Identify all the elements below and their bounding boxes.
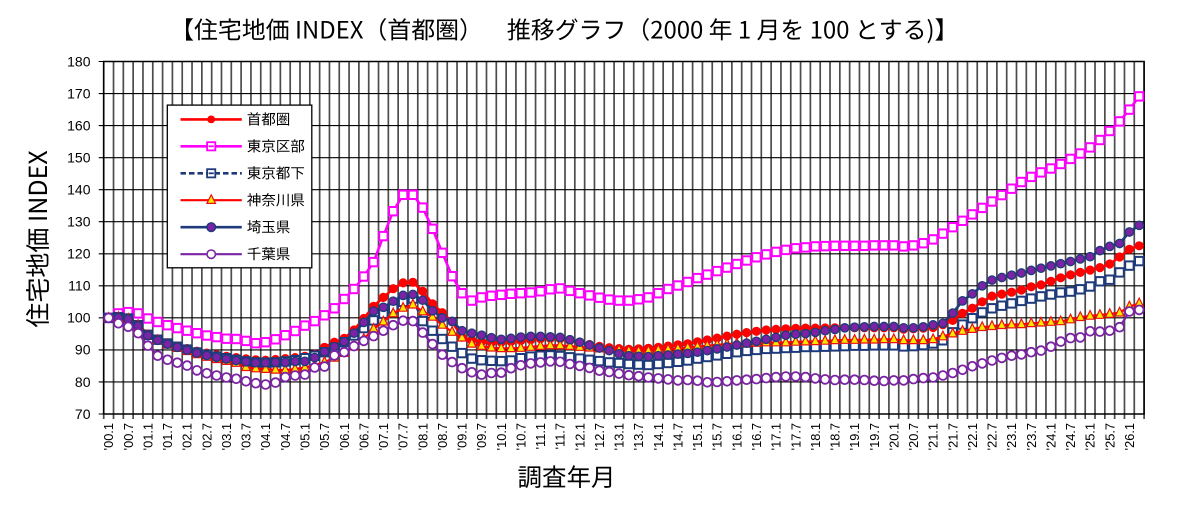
svg-text:'16.1: '16.1 [729, 423, 744, 450]
svg-text:'07.7: '07.7 [396, 423, 411, 450]
svg-text:'14.1: '14.1 [651, 423, 666, 450]
svg-text:'04.7: '04.7 [278, 423, 293, 450]
svg-text:'11.1: '11.1 [533, 423, 548, 449]
svg-text:'15.7: '15.7 [710, 423, 725, 450]
svg-text:120: 120 [67, 246, 91, 262]
svg-text:'25.7: '25.7 [1102, 423, 1117, 450]
svg-text:'12.1: '12.1 [572, 423, 587, 450]
svg-text:160: 160 [67, 117, 91, 133]
svg-text:'09.7: '09.7 [474, 423, 489, 450]
svg-text:70: 70 [75, 406, 91, 422]
svg-text:'19.1: '19.1 [847, 423, 862, 450]
svg-text:'02.1: '02.1 [180, 423, 195, 450]
svg-text:'05.7: '05.7 [317, 423, 332, 450]
svg-text:'13.1: '13.1 [612, 423, 627, 450]
svg-text:110: 110 [68, 278, 91, 294]
svg-text:'05.1: '05.1 [298, 423, 313, 450]
svg-text:'10.7: '10.7 [513, 423, 528, 450]
svg-text:'03.1: '03.1 [219, 423, 234, 450]
svg-text:'18.1: '18.1 [808, 423, 823, 450]
svg-text:'01.1: '01.1 [141, 423, 156, 450]
svg-text:150: 150 [67, 149, 91, 165]
svg-text:'24.7: '24.7 [1063, 423, 1078, 450]
svg-text:80: 80 [75, 374, 91, 390]
svg-text:'21.1: '21.1 [926, 423, 941, 450]
svg-text:'08.1: '08.1 [415, 423, 430, 450]
svg-text:'04.1: '04.1 [258, 423, 273, 450]
svg-text:'22.1: '22.1 [965, 423, 980, 450]
svg-text:'21.7: '21.7 [945, 423, 960, 450]
svg-text:'09.1: '09.1 [455, 423, 470, 450]
svg-text:'24.1: '24.1 [1044, 423, 1059, 450]
svg-text:'25.1: '25.1 [1083, 423, 1098, 450]
svg-text:'06.1: '06.1 [337, 423, 352, 450]
svg-text:'17.1: '17.1 [769, 423, 784, 450]
svg-text:100: 100 [67, 310, 91, 326]
svg-text:'22.7: '22.7 [985, 423, 1000, 450]
svg-text:'07.1: '07.1 [376, 423, 391, 450]
svg-text:'02.7: '02.7 [199, 423, 214, 450]
svg-text:'26.1: '26.1 [1122, 423, 1137, 450]
svg-text:'01.7: '01.7 [160, 423, 175, 450]
svg-text:170: 170 [67, 85, 91, 101]
svg-text:'16.7: '16.7 [749, 423, 764, 450]
svg-text:'13.7: '13.7 [631, 423, 646, 450]
svg-text:'06.7: '06.7 [356, 423, 371, 450]
svg-text:'10.1: '10.1 [494, 423, 509, 450]
svg-text:180: 180 [67, 53, 91, 69]
svg-text:'18.7: '18.7 [828, 423, 843, 450]
svg-text:'12.7: '12.7 [592, 423, 607, 450]
svg-text:'17.7: '17.7 [788, 423, 803, 450]
svg-text:'20.7: '20.7 [906, 423, 921, 450]
svg-text:130: 130 [67, 214, 91, 230]
svg-text:'11.7: '11.7 [553, 423, 568, 449]
svg-text:140: 140 [67, 182, 91, 198]
svg-text:'14.7: '14.7 [671, 423, 686, 450]
svg-text:'00.1: '00.1 [101, 423, 116, 450]
svg-text:'23.7: '23.7 [1024, 423, 1039, 450]
svg-text:'08.7: '08.7 [435, 423, 450, 450]
svg-text:'20.1: '20.1 [886, 423, 901, 450]
svg-text:'03.7: '03.7 [239, 423, 254, 450]
svg-text:'00.7: '00.7 [121, 423, 136, 450]
svg-text:'23.1: '23.1 [1004, 423, 1019, 450]
svg-text:90: 90 [75, 342, 91, 358]
svg-text:'19.7: '19.7 [867, 423, 882, 450]
svg-text:'15.1: '15.1 [690, 423, 705, 450]
